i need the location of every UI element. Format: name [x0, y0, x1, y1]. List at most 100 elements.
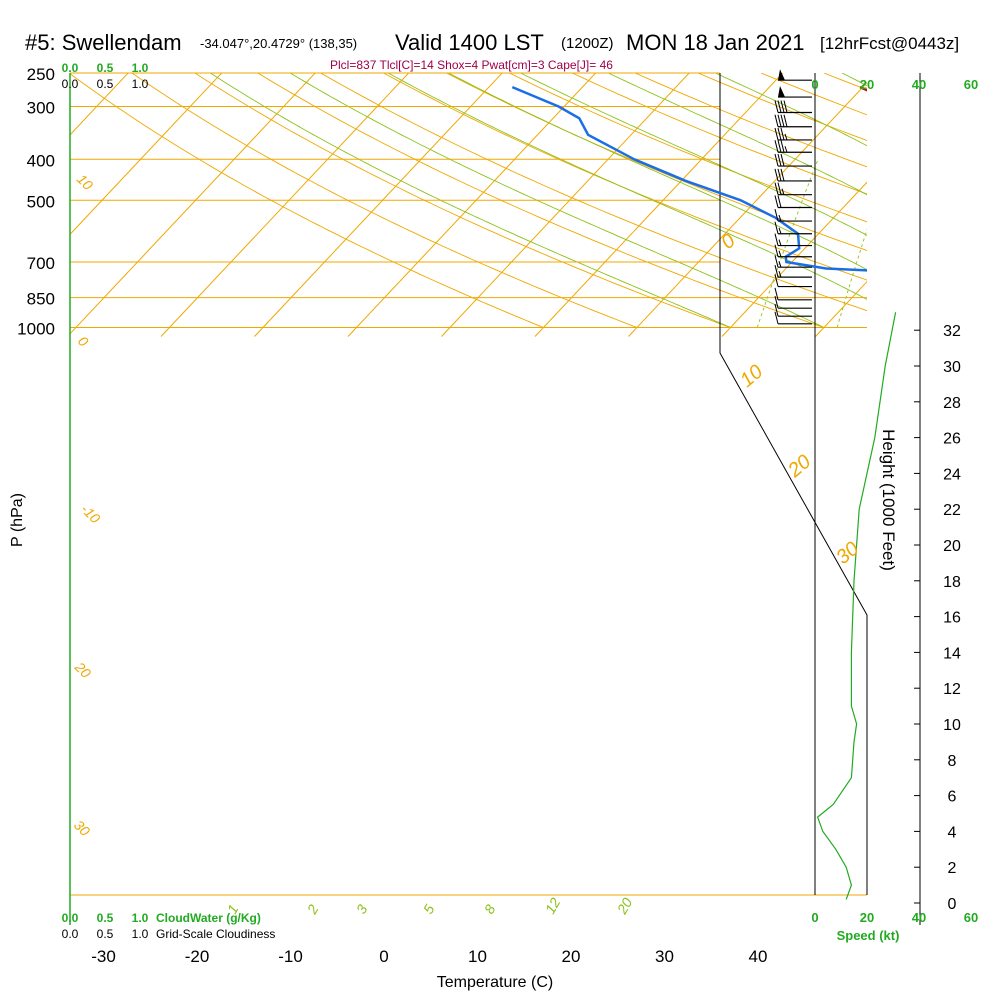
- dry-adiabat-label: 30: [832, 538, 863, 569]
- temperature-tick-label: 0: [379, 947, 388, 966]
- wind-speed-profile: 0246810121416182022242628303200202040406…: [811, 73, 978, 943]
- wind-barb-full-flag: [774, 127, 779, 141]
- height-tick-label: 32: [943, 323, 961, 340]
- wind-barb-full-flag: [774, 311, 779, 324]
- wind-barb-full-flag: [774, 296, 779, 309]
- wind-speed-line: [816, 312, 897, 900]
- cloudiness-label: Grid-Scale Cloudiness: [156, 927, 275, 941]
- moist-adiabat-line: [973, 73, 1000, 328]
- wind-barb-full-flag: [774, 287, 779, 300]
- station-title: #5: Swellendam: [25, 30, 182, 55]
- mixing-ratio-label: 12: [542, 895, 564, 917]
- speed-top-tick-label: 0: [811, 77, 818, 92]
- moist-adiabat-line: [448, 73, 867, 271]
- dry-adiabat-line: [572, 73, 867, 195]
- cloudiness-top-label: 0.0: [62, 77, 79, 91]
- isotherm-line: [347, 73, 597, 337]
- wind-barb-half-flag: [784, 133, 788, 141]
- speed-top-tick-label: 60: [964, 77, 978, 92]
- wind-barb-half-flag: [778, 261, 782, 268]
- pressure-tick-label: 250: [27, 65, 55, 84]
- isotherm-line: [254, 73, 503, 337]
- wind-barb-full-flag: [774, 221, 779, 234]
- wind-barb-full-flag: [780, 127, 785, 141]
- mixing-ratio-line: [756, 159, 819, 328]
- isotherm-line: [628, 82, 867, 337]
- mixing-ratio-label: 3: [353, 902, 371, 917]
- temperature-tick-label: -10: [278, 947, 303, 966]
- isotherm-line: [534, 73, 784, 337]
- isotherm-label: 20: [71, 658, 94, 681]
- wind-barb-half-flag: [781, 188, 785, 195]
- mixing-ratio-label: 20: [613, 895, 635, 918]
- moist-adiabat-line: [520, 73, 867, 236]
- dry-adiabat-line: [70, 73, 544, 328]
- wind-barb-full-flag: [777, 168, 782, 182]
- zulu-time: (1200Z): [561, 35, 614, 52]
- height-tick-label: 0: [948, 896, 957, 913]
- plot-boundary: [69, 73, 868, 925]
- pressure-tick-label: 500: [27, 192, 55, 211]
- wind-barb-full-flag: [777, 182, 782, 195]
- height-tick-label: 8: [948, 753, 957, 770]
- speed-bottom-tick-label: 40: [912, 910, 926, 925]
- temperature-tick-label: -30: [91, 947, 116, 966]
- isotherm-line: [815, 280, 867, 337]
- x-axis-label: Temperature (C): [437, 974, 553, 991]
- moist-adiabat-line: [841, 73, 867, 87]
- height-tick-label: 6: [948, 789, 957, 806]
- wind-barb-full-flag: [774, 100, 779, 113]
- height-tick-label: 20: [943, 538, 961, 555]
- height-tick-label: 16: [943, 610, 961, 627]
- wind-barb-full-flag: [780, 114, 785, 127]
- mixing-ratio-label: 8: [481, 902, 499, 917]
- temperature-tick-label: 10: [468, 947, 487, 966]
- dewpoint-line: [511, 85, 867, 272]
- isotherm-line: [70, 73, 223, 236]
- station-coords: -34.047°,20.4729° (138,35): [200, 36, 358, 51]
- mixing-ratio-line: [836, 228, 867, 328]
- mixing-ratio-label: 2: [303, 902, 321, 918]
- height-tick-label: 4: [948, 824, 957, 841]
- cloudiness-bottom-label: 1.0: [132, 927, 149, 941]
- wind-barb-pennant: [778, 69, 785, 81]
- speed-top-tick-label: 40: [912, 77, 926, 92]
- moist-adiabat-line: [387, 73, 867, 300]
- speed-top-tick-label: 20: [860, 77, 874, 92]
- dry-adiabat-line: [194, 73, 731, 328]
- moist-adiabat-line: [289, 73, 825, 328]
- wind-barb-full-flag: [774, 195, 779, 208]
- wind-barb-half-flag: [778, 239, 782, 246]
- dry-adiabat-line: [257, 73, 825, 328]
- height-tick-label: 28: [943, 395, 961, 412]
- speed-bottom-tick-label: 60: [964, 910, 978, 925]
- isotherm-label: 30: [71, 817, 93, 839]
- pressure-tick-label: 300: [27, 98, 55, 117]
- moist-adiabat-line: [210, 73, 731, 328]
- wind-barb-full-flag: [774, 140, 779, 153]
- dry-adiabat-line: [131, 73, 638, 328]
- wind-barb-half-flag: [778, 214, 782, 222]
- wind-barb-full-flag: [774, 255, 779, 268]
- wind-barb-full-flag: [780, 153, 785, 167]
- wind-barb-full-flag: [774, 182, 779, 195]
- height-tick-label: 30: [943, 359, 961, 376]
- mixing-ratio-line: [952, 159, 995, 327]
- moist-adiabat-line: [608, 73, 867, 196]
- wind-barb-full-flag: [777, 127, 782, 141]
- dry-adiabat-line: [509, 73, 867, 223]
- dry-adiabat-line: [887, 73, 1000, 328]
- cloud-bottom-green-label: 0.5: [97, 911, 114, 925]
- wind-barb-full-flag: [783, 100, 788, 113]
- wind-barb-full-flag: [774, 208, 779, 222]
- wind-barb-full-flag: [774, 114, 779, 127]
- isotherm-line: [70, 73, 129, 136]
- right-axis-label: Height (1000 Feet): [879, 429, 898, 571]
- height-tick-label: 10: [943, 717, 961, 734]
- skew-boundary-line: [719, 73, 868, 895]
- wind-barb-full-flag: [774, 168, 779, 182]
- wind-barb-full-flag: [777, 100, 782, 113]
- wind-barb-full-flag: [780, 140, 785, 153]
